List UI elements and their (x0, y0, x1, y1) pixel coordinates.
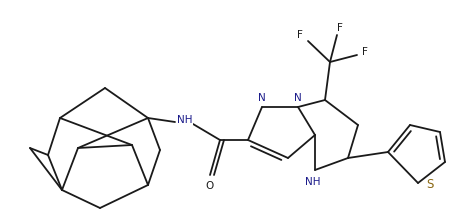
Text: S: S (426, 179, 434, 192)
Text: F: F (297, 30, 303, 40)
Text: NH: NH (177, 115, 193, 125)
Text: F: F (337, 23, 343, 33)
Text: N: N (294, 93, 302, 103)
Text: NH: NH (305, 177, 321, 187)
Text: O: O (206, 181, 214, 191)
Text: F: F (362, 47, 368, 57)
Text: N: N (258, 93, 266, 103)
